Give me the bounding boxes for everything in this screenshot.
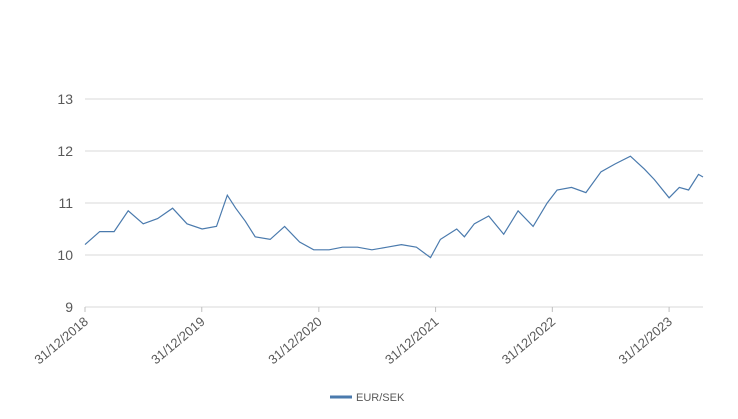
x-tick-label: 31/12/2023 [616, 314, 675, 367]
y-tick-label: 9 [65, 299, 73, 315]
y-tick-label: 10 [57, 247, 73, 263]
x-tick-label: 31/12/2022 [499, 314, 558, 367]
x-tick-label: 31/12/2018 [31, 314, 90, 367]
x-tick-label: 31/12/2019 [148, 314, 207, 367]
y-tick-label: 11 [58, 195, 73, 211]
y-tick-label: 12 [57, 143, 73, 159]
x-tick-label: 31/12/2020 [265, 314, 324, 367]
y-tick-label: 13 [57, 91, 73, 107]
data-line [84, 155, 704, 259]
x-tick-label: 31/12/2021 [382, 314, 441, 367]
legend-label: EUR/SEK [356, 392, 405, 404]
